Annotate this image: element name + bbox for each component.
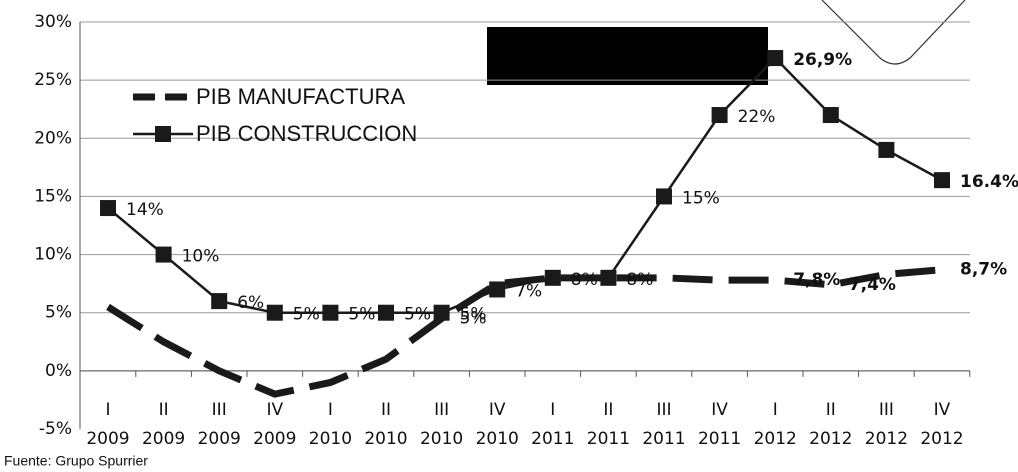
x-tick-label: 2010 bbox=[364, 429, 407, 449]
x-tick-label: 2010 bbox=[476, 429, 519, 449]
data-label: 7,8% bbox=[793, 270, 840, 290]
marker bbox=[822, 107, 839, 124]
x-tick-label: 2012 bbox=[809, 429, 852, 449]
marker bbox=[433, 304, 450, 321]
data-label: 5% bbox=[404, 305, 431, 325]
y-tick-label: 5% bbox=[45, 303, 72, 323]
x-tick-label: IV bbox=[489, 400, 506, 420]
marker bbox=[656, 188, 672, 205]
data-label: 26,9% bbox=[793, 50, 852, 70]
x-tick-label: 2012 bbox=[920, 429, 963, 449]
marker bbox=[934, 172, 950, 189]
data-label: 14% bbox=[126, 200, 164, 220]
legend-label: PIB MANUFACTURA bbox=[196, 84, 405, 109]
series-line bbox=[106, 266, 943, 398]
data-label: 10% bbox=[182, 247, 220, 267]
x-tick-label: 2011 bbox=[642, 429, 685, 449]
marker bbox=[767, 50, 784, 67]
x-tick-label: III bbox=[656, 400, 671, 420]
x-tick-label: I bbox=[328, 400, 333, 420]
x-tick-label: 2010 bbox=[420, 429, 463, 449]
data-label: 8% bbox=[626, 270, 653, 290]
x-tick-label: 2009 bbox=[86, 429, 129, 449]
x-tick-label: 2009 bbox=[253, 429, 296, 449]
marker bbox=[100, 200, 116, 217]
data-label: 8,7% bbox=[960, 260, 1007, 280]
legend-marker bbox=[155, 126, 171, 142]
marker bbox=[878, 141, 895, 158]
x-tick-label: 2011 bbox=[587, 429, 630, 449]
x-tick-label: 2012 bbox=[865, 429, 908, 449]
x-tick-label: IV bbox=[711, 400, 728, 420]
x-tick-label: 2011 bbox=[698, 429, 741, 449]
legend-label: PIB CONSTRUCCION bbox=[196, 121, 417, 146]
marker bbox=[544, 269, 561, 286]
marker bbox=[155, 246, 172, 263]
data-label: 7% bbox=[515, 281, 542, 301]
x-tick-label: II bbox=[381, 400, 391, 420]
data-label: 5% bbox=[348, 305, 375, 325]
x-tick-label: III bbox=[434, 400, 449, 420]
marker bbox=[600, 269, 617, 286]
marker bbox=[322, 304, 339, 321]
y-tick-label: 25% bbox=[34, 70, 72, 90]
x-tick-label: I bbox=[550, 400, 555, 420]
marker bbox=[489, 281, 506, 298]
marker bbox=[378, 304, 394, 321]
data-label: 16.4% bbox=[960, 172, 1018, 192]
x-tick-label: IV bbox=[266, 400, 283, 420]
data-label: 5% bbox=[460, 305, 487, 325]
y-tick-label: 30% bbox=[34, 12, 72, 32]
data-label: 15% bbox=[682, 188, 720, 208]
series-line bbox=[107, 56, 943, 314]
y-tick-label: 10% bbox=[34, 245, 72, 265]
x-tick-label: 2010 bbox=[309, 429, 352, 449]
redaction bbox=[487, 27, 768, 85]
x-tick-label: 2009 bbox=[142, 429, 185, 449]
x-tick-label: II bbox=[826, 400, 836, 420]
data-label: 6% bbox=[237, 293, 264, 313]
source: Fuente: Grupo Spurrier bbox=[4, 453, 148, 469]
y-tick-label: 20% bbox=[34, 128, 72, 148]
data-label: 5% bbox=[460, 309, 487, 329]
marker bbox=[711, 107, 728, 124]
x-tick-label: II bbox=[603, 400, 613, 420]
x-tick-label: III bbox=[879, 400, 894, 420]
data-label: 5% bbox=[293, 305, 320, 325]
x-tick-label: III bbox=[212, 400, 227, 420]
x-tick-label: 2012 bbox=[754, 429, 797, 449]
x-tick-label: 2011 bbox=[531, 429, 574, 449]
x-tick-label: IV bbox=[934, 400, 951, 420]
y-tick-label: -5% bbox=[39, 419, 72, 439]
shape bbox=[821, 0, 966, 65]
marker bbox=[266, 304, 283, 321]
y-tick-label: 15% bbox=[34, 186, 72, 206]
x-tick-label: I bbox=[773, 400, 778, 420]
data-label: 8% bbox=[571, 270, 598, 290]
data-label: 22% bbox=[738, 107, 776, 127]
x-tick-label: I bbox=[105, 400, 110, 420]
marker bbox=[211, 293, 228, 310]
data-label: 7,4% bbox=[849, 275, 896, 295]
y-tick-label: 0% bbox=[45, 361, 72, 381]
x-tick-label: II bbox=[159, 400, 169, 420]
x-tick-label: 2009 bbox=[198, 429, 241, 449]
